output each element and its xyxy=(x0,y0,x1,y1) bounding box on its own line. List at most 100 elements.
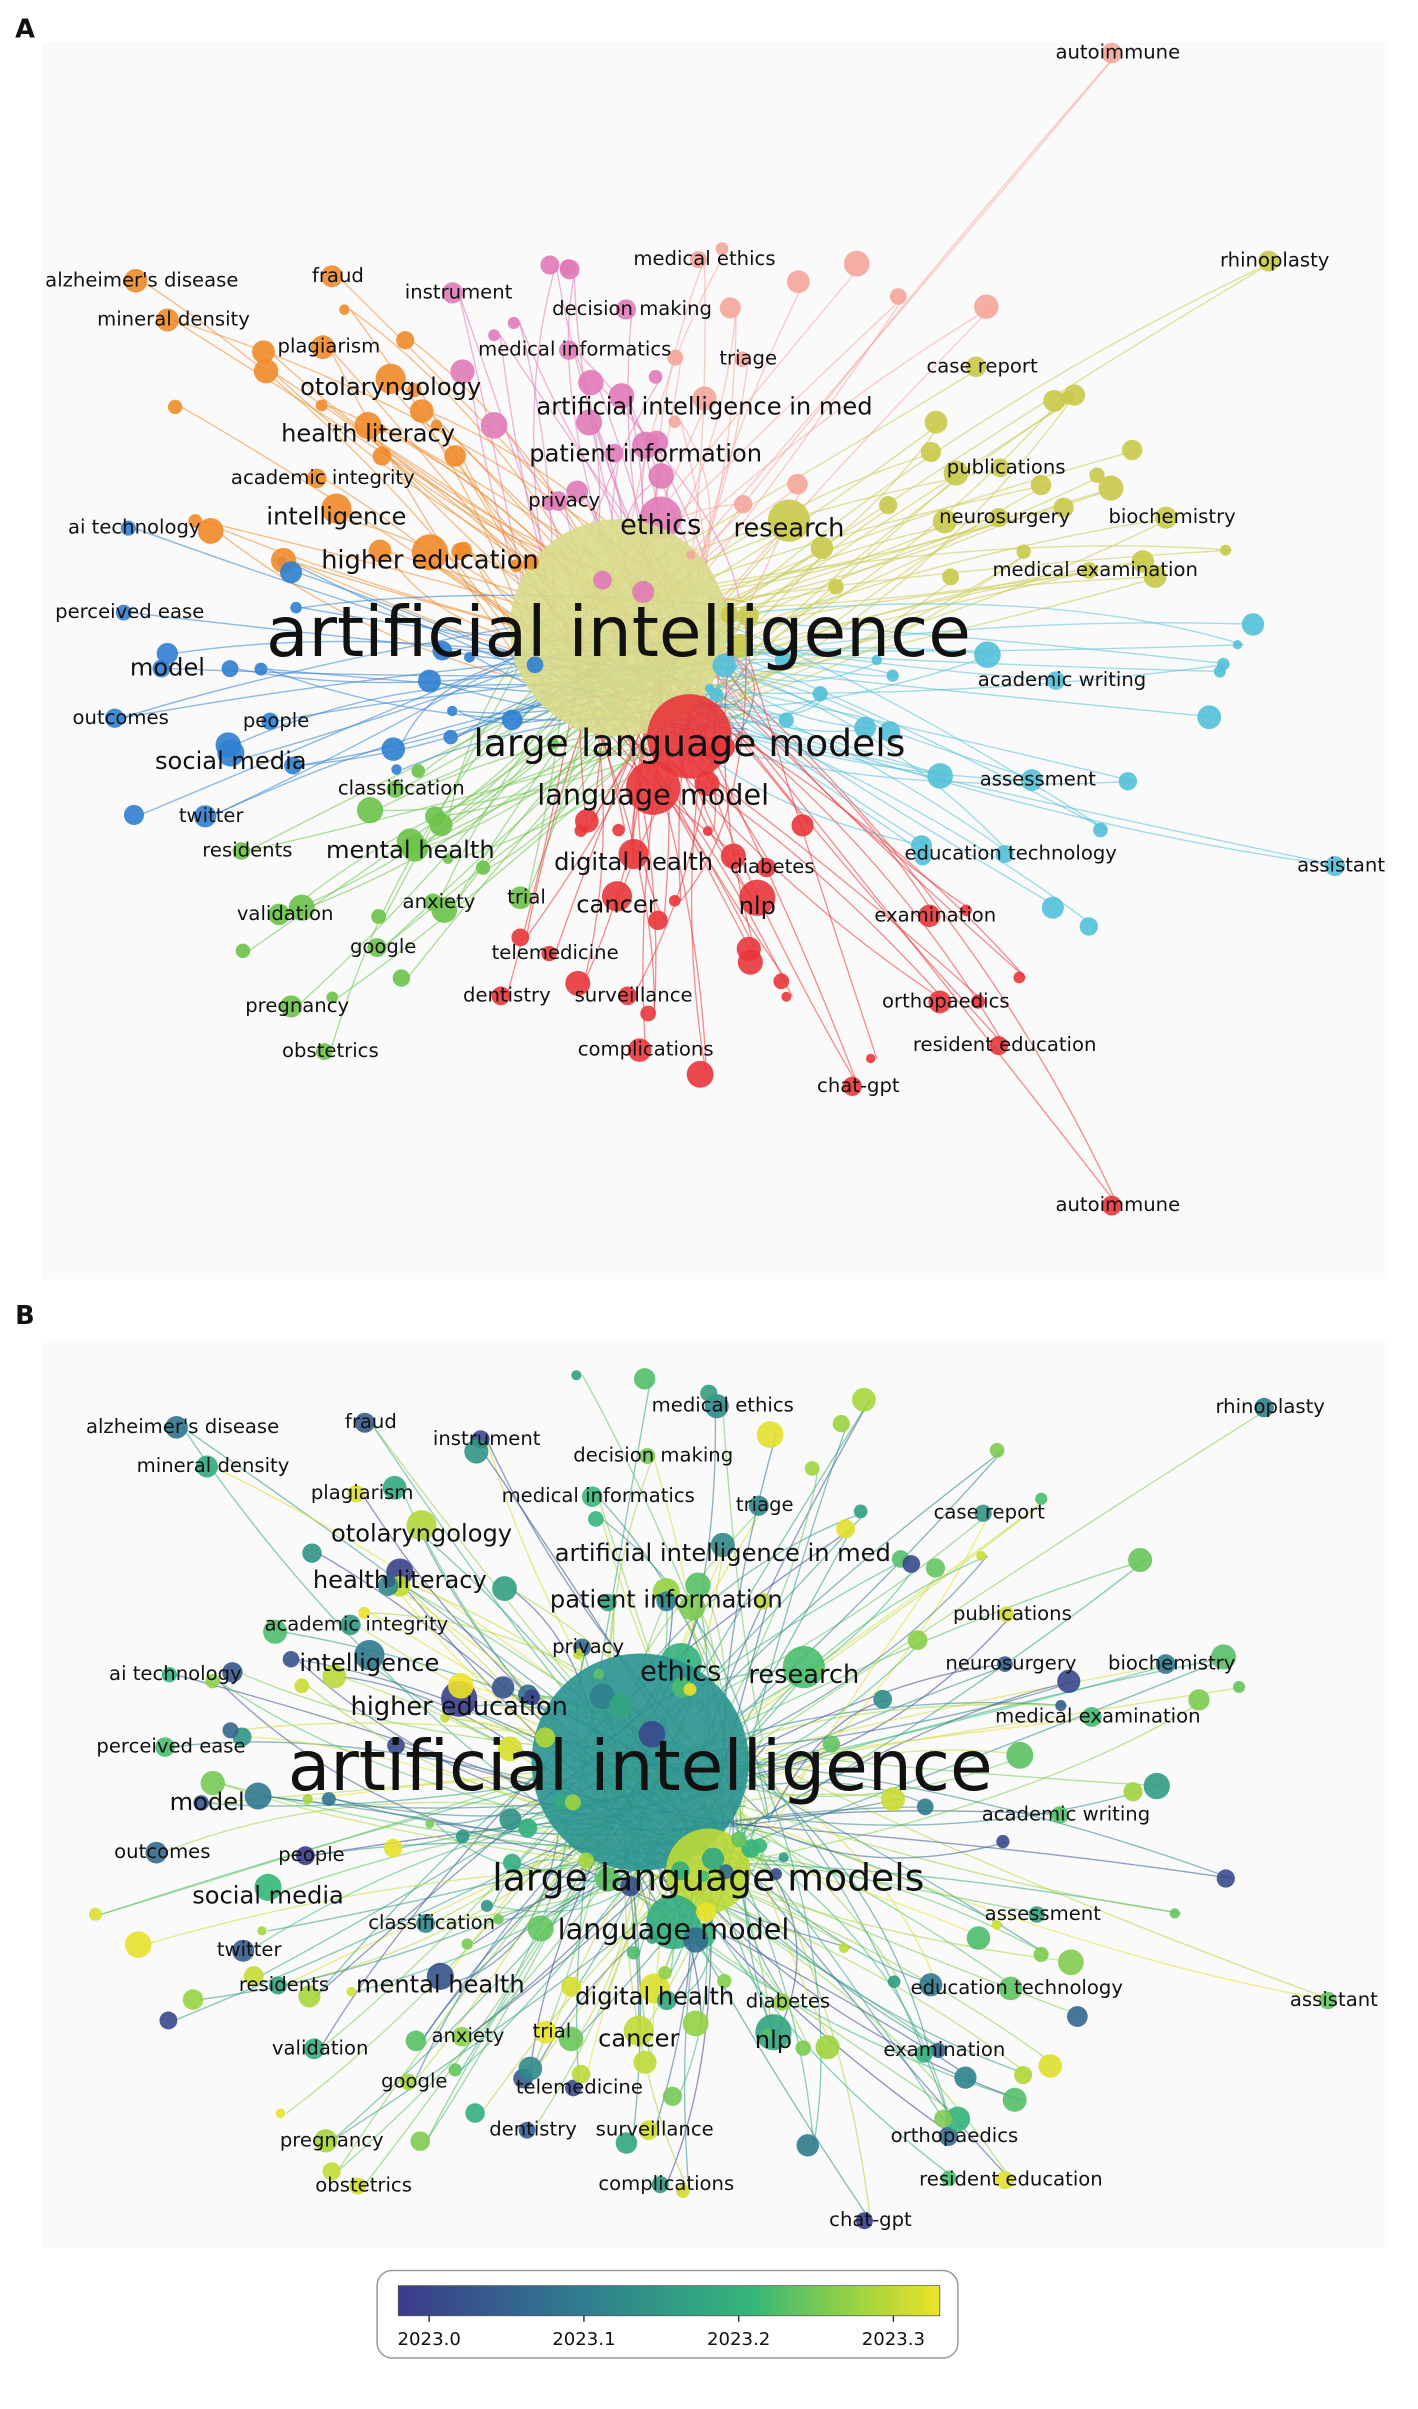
node xyxy=(1258,250,1280,272)
edge xyxy=(741,394,1081,619)
node-label: biochemistry xyxy=(1108,505,1236,528)
node-label: intelligence xyxy=(299,1649,439,1677)
node xyxy=(1058,1949,1084,1976)
node xyxy=(391,764,402,775)
edge xyxy=(275,681,563,722)
node xyxy=(1013,971,1026,984)
node xyxy=(866,1053,876,1064)
node xyxy=(604,443,624,463)
node xyxy=(232,1939,255,1962)
node xyxy=(612,823,625,837)
node xyxy=(770,1868,783,1880)
node xyxy=(376,424,386,434)
node xyxy=(491,1676,515,1699)
node-label: fraud xyxy=(312,264,364,287)
node-label: examination xyxy=(874,903,996,926)
node xyxy=(509,559,523,573)
node xyxy=(507,316,520,330)
node-label: perceived ease xyxy=(96,1735,245,1758)
node xyxy=(739,879,776,916)
node xyxy=(282,1650,300,1668)
node-label: diabetes xyxy=(746,1990,830,2013)
node xyxy=(718,1864,734,1880)
node xyxy=(990,458,1010,478)
edge xyxy=(572,1849,965,2120)
node-label: cancer xyxy=(576,890,657,918)
node-label: patient information xyxy=(550,1586,783,1614)
node-label: assistant xyxy=(1290,1988,1378,2011)
node xyxy=(571,2064,591,2084)
node-label: ai technology xyxy=(68,516,201,539)
node-label: digital health xyxy=(575,1982,734,2010)
colorbar-tick-label: 2023.1 xyxy=(552,2329,615,2350)
node xyxy=(405,2030,427,2052)
node xyxy=(720,843,747,869)
node xyxy=(1210,1644,1237,1670)
node xyxy=(928,990,952,1014)
node xyxy=(105,708,125,728)
node-label: orthopaedics xyxy=(891,2124,1019,2147)
node xyxy=(354,412,382,440)
node xyxy=(503,1853,522,1872)
node xyxy=(452,2026,472,2047)
node xyxy=(382,1475,407,1500)
node xyxy=(932,509,957,534)
node xyxy=(410,2131,431,2152)
edge xyxy=(748,695,1119,1206)
node-label: outcomes xyxy=(114,1840,210,1863)
node xyxy=(1169,1908,1180,1919)
edge xyxy=(725,667,973,911)
node xyxy=(942,568,960,586)
node xyxy=(731,1831,747,1848)
node xyxy=(734,495,753,514)
node xyxy=(1131,550,1155,573)
edge xyxy=(768,1827,1010,1859)
node-label: classification xyxy=(338,777,465,800)
node xyxy=(123,269,148,293)
node-label: artificial intelligence xyxy=(288,1727,993,1807)
node xyxy=(464,651,475,663)
node-label: complications xyxy=(578,1038,714,1061)
node xyxy=(182,1989,204,2010)
node xyxy=(720,605,739,624)
node xyxy=(778,1852,789,1863)
node-label: perceived ease xyxy=(55,600,204,623)
node xyxy=(200,1770,226,1796)
node xyxy=(194,805,217,828)
node xyxy=(670,1861,690,1881)
edge xyxy=(740,672,1012,855)
node-label: google xyxy=(350,935,416,958)
node xyxy=(781,991,792,1002)
node xyxy=(542,496,557,511)
node xyxy=(627,1038,652,1062)
node-label: academic writing xyxy=(982,1802,1150,1825)
node-label: privacy xyxy=(528,489,600,512)
node xyxy=(321,493,352,524)
node-label: complications xyxy=(598,2172,734,2195)
node xyxy=(737,949,763,975)
node xyxy=(1046,671,1066,690)
node-label: outcomes xyxy=(73,706,169,729)
node xyxy=(618,838,649,870)
node xyxy=(626,1946,641,1960)
node xyxy=(578,1852,594,1869)
node xyxy=(123,804,145,826)
node-label: assistant xyxy=(1297,854,1385,877)
node xyxy=(686,1060,714,1088)
node-label: intelligence xyxy=(266,503,406,531)
node xyxy=(534,2020,558,2044)
node xyxy=(222,1722,239,1739)
node xyxy=(658,1965,672,1980)
node xyxy=(925,1558,946,1578)
node xyxy=(349,2177,367,2195)
node xyxy=(934,2109,953,2128)
node xyxy=(620,1876,641,1897)
node xyxy=(1216,1869,1235,1888)
node-label: mental health xyxy=(326,836,495,864)
node xyxy=(960,904,972,917)
node xyxy=(155,1737,175,1757)
node xyxy=(120,520,136,536)
node xyxy=(838,1942,850,1954)
edge xyxy=(337,1805,618,2172)
node xyxy=(965,356,987,378)
